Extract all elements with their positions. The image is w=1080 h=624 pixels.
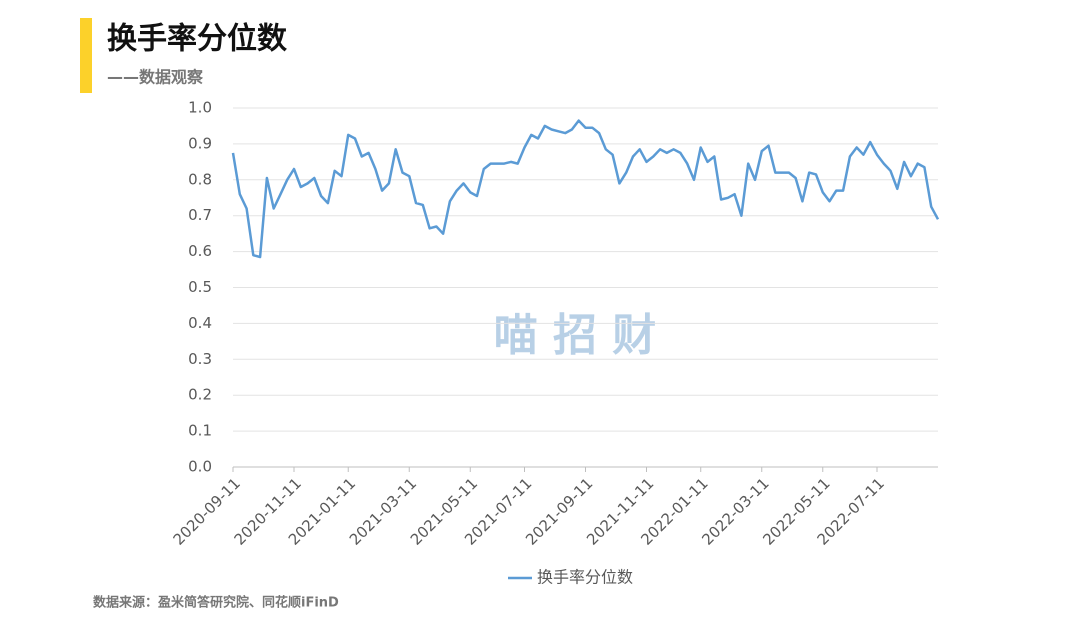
legend-label: 换手率分位数 (537, 568, 633, 587)
y-tick-label: 0.0 (188, 458, 212, 476)
y-tick-label: 0.6 (188, 242, 212, 260)
y-tick-label: 0.1 (188, 422, 212, 440)
y-tick-label: 0.8 (188, 170, 212, 188)
y-tick-label: 0.3 (188, 350, 212, 368)
watermark: 喵 招 财 (494, 310, 657, 361)
y-tick-label: 0.9 (188, 134, 212, 152)
y-tick-label: 0.7 (188, 206, 212, 224)
chart-subtitle: ——数据观察 (107, 68, 204, 87)
accent-bar (80, 18, 92, 93)
chart-title: 换手率分位数 (107, 22, 288, 57)
y-tick-label: 0.5 (188, 278, 212, 296)
y-tick-label: 1.0 (188, 99, 212, 117)
source-note: 数据来源：盈米简答研究院、同花顺iFinD (93, 595, 339, 611)
data-line (231, 119, 940, 259)
y-tick-label: 0.2 (188, 386, 212, 404)
y-tick-label: 0.4 (188, 314, 212, 332)
